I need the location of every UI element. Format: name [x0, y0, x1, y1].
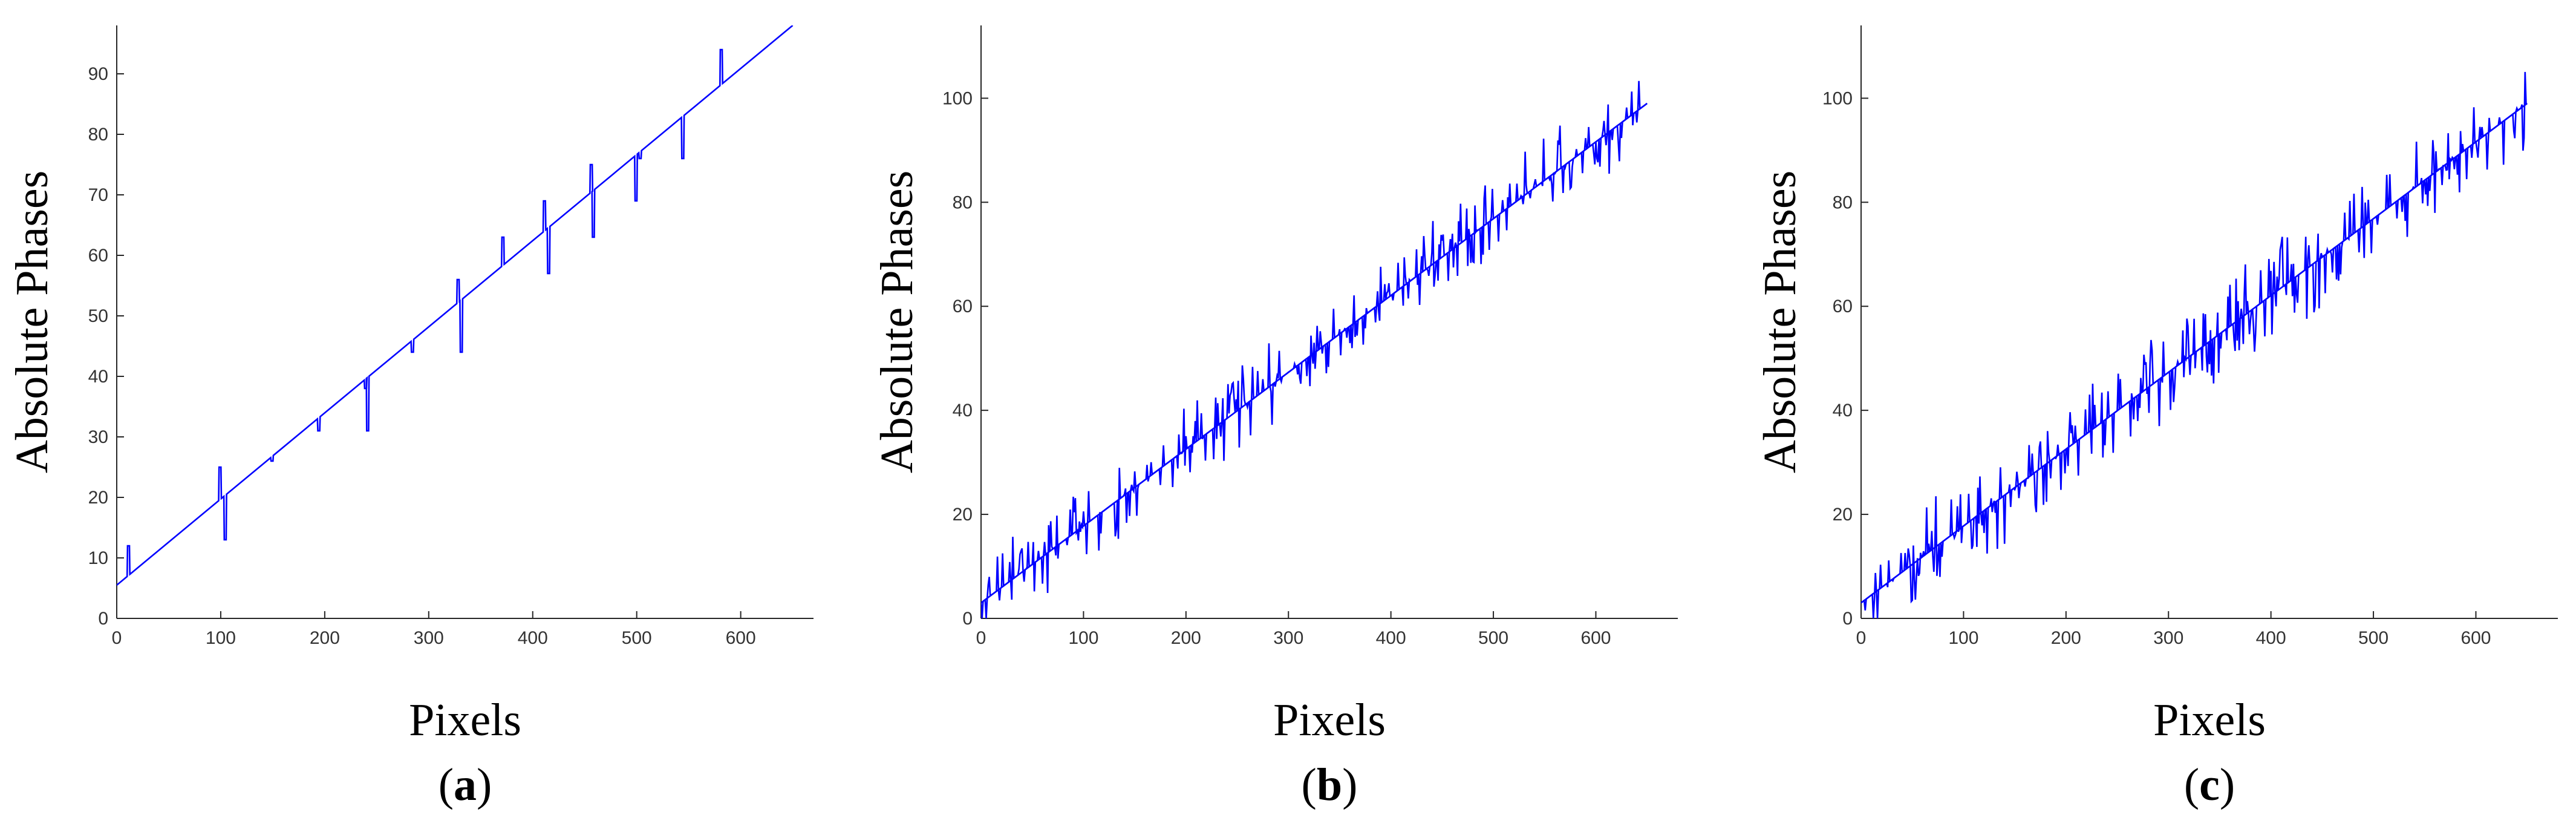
chart-panel-c: 0 100 200 300 400 500 600 0 20 40 60 80 100 Absolute … — [1755, 25, 2558, 810]
y-tick-label: 40 — [953, 401, 973, 421]
caption-letter: c — [2199, 759, 2220, 810]
caption-letter: b — [1317, 759, 1342, 810]
caption-open: ( — [2184, 759, 2199, 810]
y-tick-label: 0 — [962, 609, 973, 629]
x-axis-label: Pixels — [2153, 695, 2266, 745]
y-tick-label: 100 — [1822, 88, 1853, 108]
x-tick-label: 600 — [2460, 628, 2491, 648]
y-tick-label: 0 — [1842, 609, 1853, 629]
x-axis-label: Pixels — [409, 695, 521, 745]
caption-close: ) — [2220, 759, 2235, 810]
y-tick-label: 30 — [88, 427, 108, 447]
y-tick-label: 20 — [88, 488, 108, 508]
x-tick-label: 100 — [1068, 628, 1098, 648]
y-tick-label: 60 — [953, 296, 973, 316]
x-tick-label: 0 — [112, 628, 122, 648]
y-tick-label: 100 — [942, 88, 973, 108]
x-tick-label: 300 — [1273, 628, 1303, 648]
x-tick-label: 0 — [1856, 628, 1867, 648]
caption-close: ) — [1342, 759, 1357, 810]
x-tick-label: 100 — [206, 628, 236, 648]
x-tick-label: 600 — [726, 628, 756, 648]
y-tick-label: 80 — [88, 125, 108, 145]
x-tick-label: 300 — [414, 628, 444, 648]
x-tick-label: 300 — [2153, 628, 2183, 648]
x-axis-label: Pixels — [1273, 695, 1386, 745]
x-tick-label: 400 — [518, 628, 548, 648]
x-tick-label: 0 — [976, 628, 986, 648]
panel-caption: (c) — [2184, 759, 2235, 810]
y-axis-label: Absolute Phases — [7, 171, 57, 473]
panel-caption: (b) — [1302, 759, 1358, 810]
x-tick-label: 500 — [1478, 628, 1508, 648]
x-tick-label: 200 — [310, 628, 340, 648]
y-tick-label: 80 — [953, 192, 973, 212]
y-tick-label: 0 — [98, 609, 108, 629]
x-tick-label: 600 — [1580, 628, 1611, 648]
y-tick-label: 50 — [88, 306, 108, 326]
y-tick-label: 40 — [88, 367, 108, 387]
panel-caption: (a) — [439, 759, 492, 810]
x-tick-label: 500 — [622, 628, 652, 648]
x-tick-label: 100 — [1948, 628, 1978, 648]
y-tick-label: 60 — [88, 246, 108, 266]
x-tick-label: 400 — [2256, 628, 2286, 648]
y-tick-label: 20 — [1833, 505, 1853, 525]
x-tick-label: 200 — [2051, 628, 2081, 648]
series-line — [1861, 71, 2528, 618]
caption-open: ( — [1302, 759, 1317, 810]
x-tick-label: 200 — [1171, 628, 1201, 648]
y-tick-label: 60 — [1833, 296, 1853, 316]
chart-panel-a: 0 100 200 300 400 500 600 0 10 20 30 40 50 60 70 80 90 Ab… — [7, 25, 814, 810]
y-tick-label: 20 — [953, 505, 973, 525]
y-axis-label: Absolute Phases — [1755, 171, 1805, 473]
y-tick-label: 70 — [88, 185, 108, 205]
y-tick-label: 90 — [88, 64, 108, 84]
caption-close: ) — [477, 759, 492, 810]
y-tick-label: 10 — [88, 548, 108, 568]
caption-letter: a — [454, 759, 477, 810]
trend-line — [981, 102, 1648, 604]
x-tick-label: 500 — [2358, 628, 2389, 648]
x-tick-label: 400 — [1376, 628, 1406, 648]
chart-panel-b: 0 100 200 300 400 500 600 0 20 40 60 80 100 Absolute … — [872, 25, 1678, 810]
caption-open: ( — [439, 759, 454, 810]
y-tick-label: 40 — [1833, 401, 1853, 421]
series-line — [117, 25, 794, 586]
trend-line — [1861, 102, 2528, 604]
y-tick-label: 80 — [1833, 192, 1853, 212]
y-axis-label: Absolute Phases — [872, 171, 922, 473]
series-line — [981, 80, 1648, 618]
